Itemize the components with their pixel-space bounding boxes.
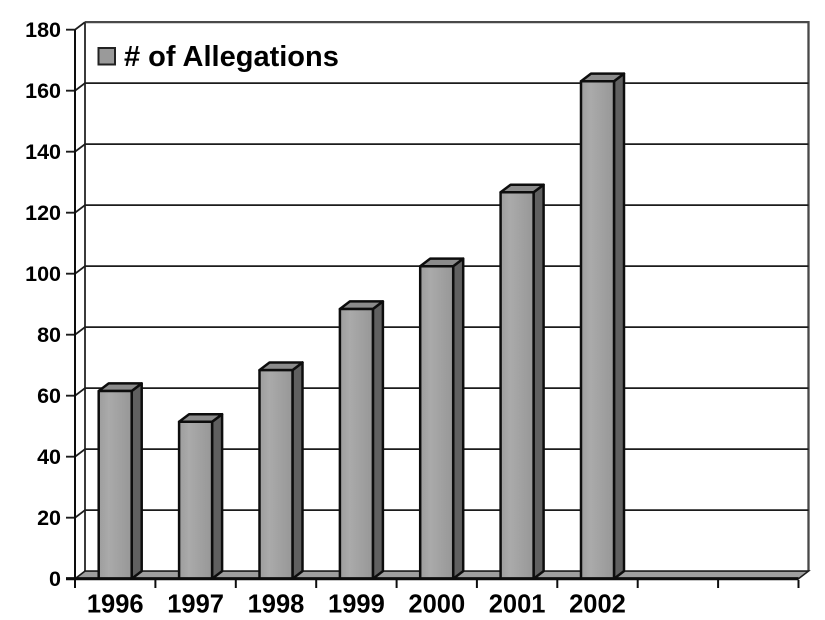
svg-text:80: 80 [37, 323, 61, 347]
svg-text:2002: 2002 [569, 590, 626, 618]
svg-text:160: 160 [25, 79, 61, 103]
svg-text:140: 140 [25, 140, 61, 164]
svg-text:1998: 1998 [248, 590, 305, 618]
svg-text:# of Allegations: # of Allegations [124, 41, 339, 73]
svg-text:2000: 2000 [408, 590, 465, 618]
svg-text:0: 0 [49, 567, 61, 591]
svg-text:1996: 1996 [87, 590, 144, 618]
svg-text:180: 180 [25, 18, 61, 42]
svg-text:60: 60 [37, 384, 61, 408]
svg-text:120: 120 [25, 201, 61, 225]
svg-text:1997: 1997 [167, 590, 224, 618]
svg-text:40: 40 [37, 445, 61, 469]
svg-text:100: 100 [25, 262, 61, 286]
svg-text:20: 20 [37, 506, 61, 530]
svg-text:1999: 1999 [328, 590, 385, 618]
svg-text:2001: 2001 [489, 590, 546, 618]
